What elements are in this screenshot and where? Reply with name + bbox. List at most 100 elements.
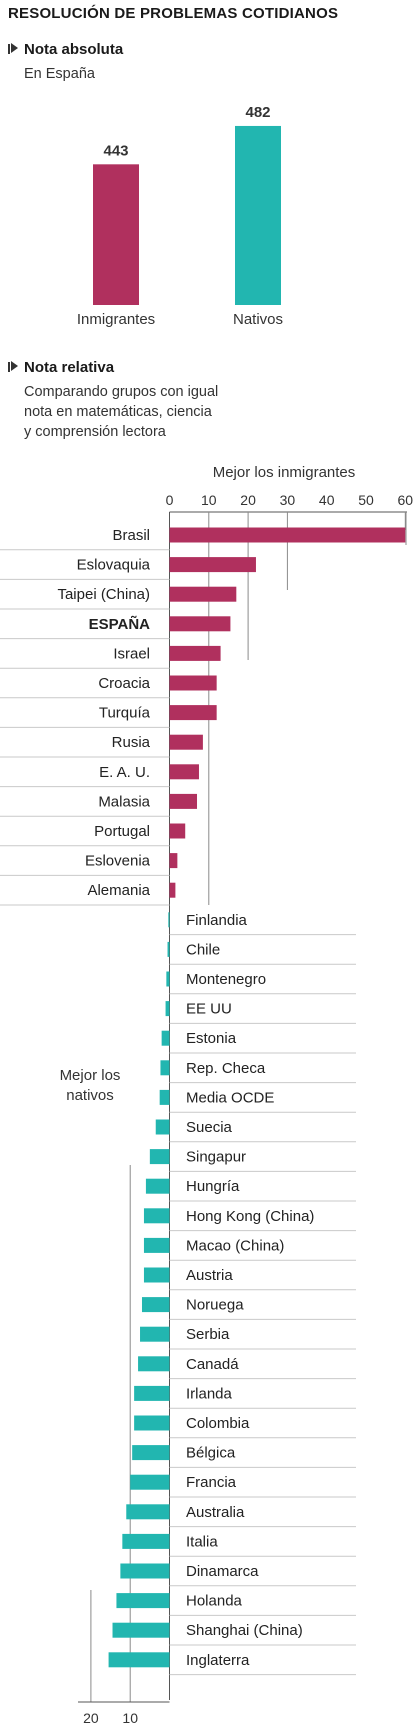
section-absolute-heading: Nota absoluta — [8, 41, 123, 58]
category-label: Macao (China) — [186, 1237, 284, 1254]
bar — [167, 941, 170, 957]
bar — [120, 1563, 170, 1579]
bullet-icon — [8, 44, 10, 54]
bar — [145, 1178, 170, 1194]
category-label: Croacia — [98, 675, 150, 692]
bar — [141, 1297, 170, 1313]
bar — [143, 1267, 170, 1283]
bar — [143, 1237, 170, 1253]
category-label: Dinamarca — [186, 1563, 259, 1580]
category-label: Singapur — [186, 1149, 246, 1166]
subtitle-line: nota en matemáticas, ciencia — [24, 404, 212, 420]
tick-label: 10 — [122, 1710, 138, 1726]
category-label: Italia — [186, 1533, 218, 1550]
section-relative-heading-text: Nota relativa — [24, 359, 115, 376]
bar — [122, 1533, 170, 1549]
tick-label: 30 — [280, 492, 296, 508]
bar — [169, 853, 178, 869]
category-label: Montenegro — [186, 971, 266, 988]
data-label: 482 — [245, 104, 270, 121]
category-label: Nativos — [233, 311, 283, 328]
category-label: Turquía — [99, 705, 151, 722]
absolute-score-chart: 443 Inmigrantes 482 Nativos — [77, 104, 283, 328]
category-label: Eslovaquia — [77, 557, 151, 574]
bar — [93, 164, 139, 305]
bar — [169, 793, 198, 809]
bar — [169, 586, 237, 602]
category-label: Hong Kong (China) — [186, 1208, 314, 1225]
category-label: Austria — [186, 1267, 233, 1284]
section-relative-subtitle: Comparando grupos con igual nota en mate… — [24, 382, 218, 442]
bar — [166, 971, 170, 987]
tick-label: 40 — [319, 492, 335, 508]
bar — [169, 675, 217, 691]
bar — [134, 1415, 170, 1431]
category-label: Noruega — [186, 1297, 244, 1314]
section-absolute-subtitle: En España — [24, 66, 95, 82]
tick-label: 20 — [83, 1710, 99, 1726]
category-label: Finlandia — [186, 912, 248, 929]
bar — [134, 1385, 170, 1401]
bar — [169, 734, 203, 750]
category-label: Australia — [186, 1504, 245, 1521]
tick-label: 50 — [358, 492, 374, 508]
category-label: Canadá — [186, 1356, 239, 1373]
category-label: Malasia — [98, 793, 150, 810]
top-axis-label: Mejor los inmigrantes — [213, 464, 356, 481]
bar — [132, 1445, 170, 1461]
category-label: Taipei (China) — [57, 586, 150, 603]
bar — [169, 527, 406, 543]
category-label: Rep. Checa — [186, 1060, 266, 1077]
bar — [169, 823, 186, 839]
bar — [140, 1326, 170, 1342]
bullet-icon — [8, 362, 10, 372]
tick-label: 60 — [398, 492, 414, 508]
category-label: Serbia — [186, 1326, 230, 1343]
tick-label: 0 — [166, 492, 174, 508]
bottom-axis-label: Mejor los — [60, 1067, 121, 1084]
bar — [168, 912, 170, 928]
bar — [165, 1001, 170, 1017]
bar — [169, 882, 176, 898]
category-label: Estonia — [186, 1030, 237, 1047]
section-relative-heading: Nota relativa — [8, 359, 114, 376]
bar — [160, 1060, 170, 1076]
bar — [169, 616, 231, 632]
category-label: Bélgica — [186, 1445, 236, 1462]
bar — [108, 1652, 170, 1668]
category-label: Shanghai (China) — [186, 1622, 303, 1639]
tick-label: 20 — [240, 492, 256, 508]
bar — [116, 1593, 170, 1609]
bullet-arrow-icon — [11, 43, 18, 53]
category-label: EE UU — [186, 1001, 232, 1018]
section-absolute-heading-text: Nota absoluta — [24, 41, 124, 58]
bullet-arrow-icon — [11, 361, 18, 371]
subtitle-line: y comprensión lectora — [24, 424, 166, 440]
bar — [169, 557, 256, 573]
category-label: Colombia — [186, 1415, 250, 1432]
subtitle-line: Comparando grupos con igual — [24, 384, 219, 400]
category-label: Inmigrantes — [77, 311, 155, 328]
category-label: Israel — [113, 645, 150, 662]
category-label: Media OCDE — [186, 1089, 274, 1106]
bar — [143, 1208, 170, 1224]
category-label: Rusia — [112, 734, 151, 751]
category-label: Alemania — [87, 882, 150, 899]
category-label: Irlanda — [186, 1385, 233, 1402]
bar — [130, 1474, 170, 1490]
category-label: Brasil — [112, 527, 150, 544]
tick-label: 10 — [201, 492, 217, 508]
bar — [169, 645, 221, 661]
bar — [155, 1119, 170, 1135]
bar — [235, 125, 281, 305]
category-label: Francia — [186, 1474, 237, 1491]
category-label: Inglaterra — [186, 1652, 250, 1669]
bar — [169, 764, 199, 780]
bottom-axis-label: nativos — [66, 1087, 114, 1104]
bar — [149, 1149, 170, 1165]
category-label: Eslovenia — [85, 853, 151, 870]
category-label: Portugal — [94, 823, 150, 840]
bar — [112, 1622, 170, 1638]
category-label: Chile — [186, 941, 220, 958]
